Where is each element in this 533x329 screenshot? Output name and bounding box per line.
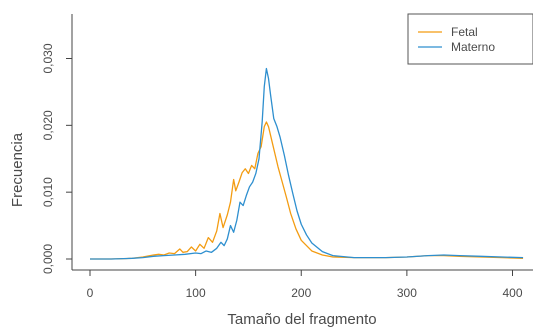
- legend-box: [407, 13, 533, 65]
- y-tick-label-1: 0,010: [41, 177, 55, 207]
- legend-label-fetal: Fetal: [451, 25, 478, 39]
- y-tick-label-2: 0,020: [41, 110, 55, 140]
- x-tick-label-300: 300: [397, 286, 417, 300]
- series-line-materno: [90, 67, 524, 260]
- series-line-fetal: [90, 121, 524, 260]
- y-axis-title: Frecuencia: [9, 132, 26, 207]
- axes-layer: 0 100 200 300 400 0,000 0,010 0,020 0,030: [41, 14, 533, 300]
- x-axis-title: Tamaño del fragmento: [227, 311, 376, 328]
- y-tick-label-3: 0,030: [41, 43, 55, 73]
- x-tick-label-400: 400: [502, 286, 522, 300]
- y-tick-label-0: 0,000: [41, 244, 55, 274]
- series-layer: [90, 67, 524, 260]
- legend: Fetal Materno: [407, 13, 533, 65]
- legend-label-materno: Materno: [451, 40, 495, 54]
- x-tick-label-100: 100: [186, 286, 206, 300]
- x-tick-label-0: 0: [87, 286, 94, 300]
- x-tick-label-200: 200: [291, 286, 311, 300]
